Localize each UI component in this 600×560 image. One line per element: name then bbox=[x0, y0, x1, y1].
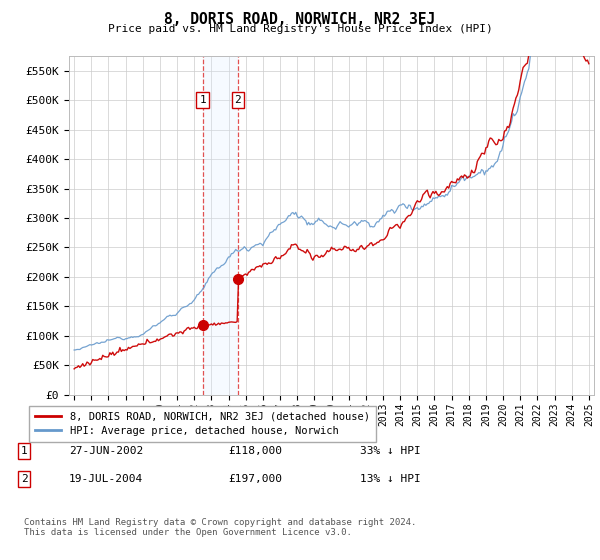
Text: 27-JUN-2002: 27-JUN-2002 bbox=[69, 446, 143, 456]
Text: Contains HM Land Registry data © Crown copyright and database right 2024.
This d: Contains HM Land Registry data © Crown c… bbox=[24, 518, 416, 538]
Text: 2: 2 bbox=[235, 95, 241, 105]
Legend: 8, DORIS ROAD, NORWICH, NR2 3EJ (detached house), HPI: Average price, detached h: 8, DORIS ROAD, NORWICH, NR2 3EJ (detache… bbox=[29, 405, 376, 442]
Text: 33% ↓ HPI: 33% ↓ HPI bbox=[360, 446, 421, 456]
Bar bbox=[203, 56, 238, 395]
Text: 1: 1 bbox=[199, 95, 206, 105]
Text: 2: 2 bbox=[20, 474, 28, 484]
Text: Price paid vs. HM Land Registry's House Price Index (HPI): Price paid vs. HM Land Registry's House … bbox=[107, 24, 493, 34]
Text: 13% ↓ HPI: 13% ↓ HPI bbox=[360, 474, 421, 484]
Text: 19-JUL-2004: 19-JUL-2004 bbox=[69, 474, 143, 484]
Text: £197,000: £197,000 bbox=[228, 474, 282, 484]
Text: 1: 1 bbox=[20, 446, 28, 456]
Text: 8, DORIS ROAD, NORWICH, NR2 3EJ: 8, DORIS ROAD, NORWICH, NR2 3EJ bbox=[164, 12, 436, 27]
Text: £118,000: £118,000 bbox=[228, 446, 282, 456]
